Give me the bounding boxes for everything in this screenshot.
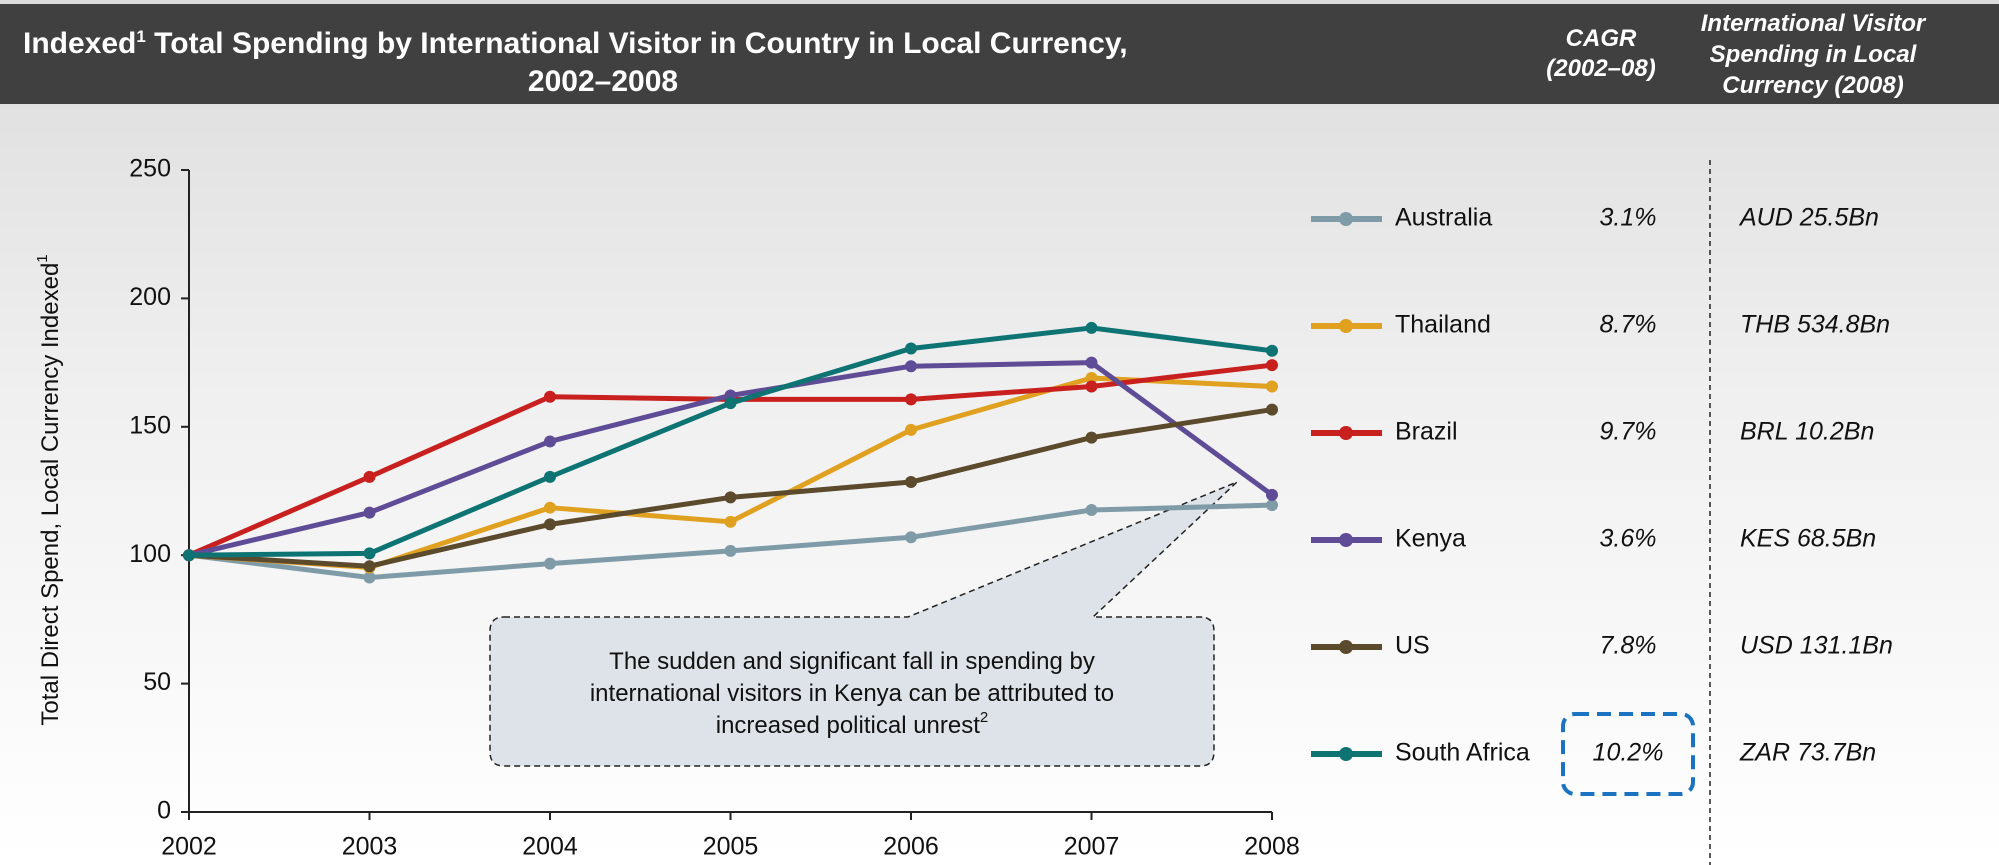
cagr: 3.1% (1600, 204, 1657, 232)
point (1266, 403, 1278, 416)
point (905, 423, 917, 436)
point (363, 506, 376, 519)
x-tick-label: 2003 (342, 833, 398, 861)
callout (489, 481, 1238, 767)
legend-label: Thailand (1395, 311, 1491, 339)
y-axis-label-sup: 1 (34, 254, 51, 262)
point (1266, 499, 1278, 512)
spending: THB 534.8Bn (1740, 311, 1890, 339)
y-tick-label: 250 (129, 155, 171, 183)
point (905, 342, 917, 355)
legend-marker (1339, 533, 1353, 547)
point (1266, 344, 1278, 357)
annotation-sup: 2 (980, 709, 988, 726)
col-header: International Visitor Spending in Local … (1680, 8, 1946, 101)
y-tick-label: 50 (143, 668, 171, 696)
point (544, 518, 556, 531)
cagr: 7.8% (1600, 632, 1657, 660)
cagr: 9.7% (1600, 418, 1657, 446)
spending: AUD 25.5Bn (1738, 204, 1879, 232)
col-header: CAGR (2002–08) (1520, 24, 1682, 84)
point (724, 397, 737, 410)
x-tick-label: 2002 (161, 833, 217, 861)
spending: USD 131.1Bn (1740, 632, 1893, 660)
cagr: 3.6% (1600, 525, 1657, 553)
y-tick-label: 200 (129, 283, 171, 311)
point (905, 531, 917, 544)
x-tick-label: 2007 (1064, 833, 1120, 861)
annotation-text: increased political unrest (716, 712, 980, 739)
y-tick-label: 0 (157, 797, 171, 825)
point (1266, 359, 1278, 372)
point (544, 501, 556, 514)
point (544, 470, 556, 483)
point (1085, 380, 1098, 393)
legend-marker (1339, 212, 1353, 226)
point (1085, 504, 1098, 517)
legend-label: Australia (1395, 204, 1492, 232)
legend-marker (1339, 426, 1353, 440)
x-tick-label: 2005 (703, 833, 759, 861)
point (1266, 380, 1278, 393)
annotation-line: increased political unrest2 (716, 709, 988, 739)
annotation-line: international visitors in Kenya can be a… (590, 680, 1114, 707)
legend-marker (1339, 747, 1353, 761)
point (724, 491, 737, 504)
legend-marker (1339, 319, 1353, 333)
point (1266, 488, 1278, 501)
legend-label: South Africa (1395, 739, 1530, 767)
col-header-line: (2002–08) (1546, 55, 1656, 82)
point (1085, 431, 1098, 444)
col-header-line: CAGR (1565, 25, 1637, 52)
col-header-line: Currency (2008) (1722, 72, 1904, 99)
annotation-text: international visitors in Kenya can be a… (590, 680, 1114, 707)
x-tick-label: 2006 (883, 833, 939, 861)
title-sup: 1 (136, 27, 146, 46)
title-text: Total Spending by International Visitor … (145, 27, 1128, 60)
point (363, 547, 376, 560)
point (905, 476, 917, 489)
point (1085, 321, 1098, 334)
point (544, 557, 556, 570)
spending: KES 68.5Bn (1740, 525, 1876, 553)
legend-label: Kenya (1395, 525, 1466, 553)
point (1085, 356, 1098, 369)
annotation-line: The sudden and significant fall in spend… (609, 648, 1095, 675)
col-header-line: International Visitor (1700, 10, 1926, 37)
legend-marker (1339, 640, 1353, 654)
header: Indexed1 Total Spending by International… (0, 4, 1999, 104)
point (724, 544, 737, 557)
title-text: Indexed (23, 27, 137, 60)
point (1085, 372, 1098, 385)
point (544, 390, 556, 403)
y-axis-label: Total Direct Spend, Local Currency Index… (34, 254, 64, 725)
point (905, 393, 917, 406)
cagr: 8.7% (1600, 311, 1657, 339)
point (183, 549, 195, 562)
annotation-text: The sudden and significant fall in spend… (609, 648, 1095, 675)
x-tick-label: 2004 (522, 833, 578, 861)
legend-label: US (1395, 632, 1430, 660)
spending: BRL 10.2Bn (1740, 418, 1874, 446)
point (363, 571, 376, 584)
x-tick-label: 2008 (1244, 833, 1300, 861)
point (724, 515, 737, 528)
point (544, 435, 556, 448)
y-tick-label: 100 (129, 540, 171, 568)
point (363, 560, 376, 573)
highlight-box (1561, 712, 1695, 796)
spending: ZAR 73.7Bn (1739, 739, 1876, 767)
y-axis-label-text: Total Direct Spend, Local Currency Index… (37, 263, 64, 726)
chart-title: Indexed1 Total Spending by International… (23, 18, 1223, 101)
point (905, 360, 917, 373)
point (363, 470, 376, 483)
y-tick-label: 150 (129, 411, 171, 439)
cagr: 10.2% (1593, 739, 1664, 767)
legend-label: Brazil (1395, 418, 1458, 446)
col-header-line: Spending in Local (1709, 41, 1917, 68)
title-text: 2002–2008 (527, 65, 679, 98)
